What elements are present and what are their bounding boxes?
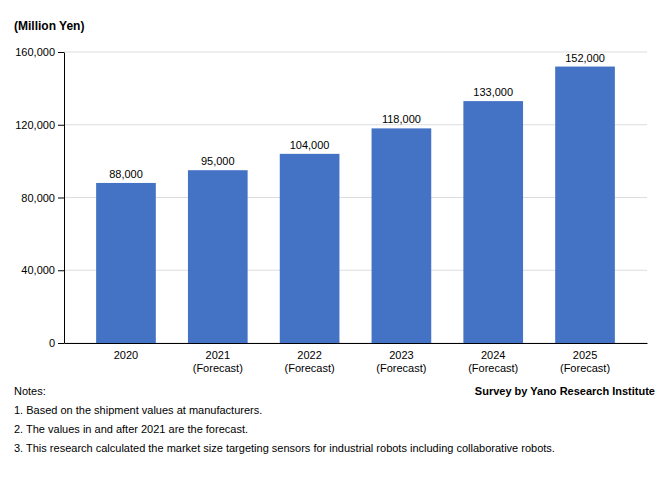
y-tick: 160,000 xyxy=(15,46,64,58)
source: Survey by Yano Research Institute xyxy=(475,385,655,397)
tick-label: 2021(Forecast) xyxy=(193,349,243,374)
tick-label-line: (Forecast) xyxy=(376,362,426,374)
data-label: 104,000 xyxy=(290,139,330,151)
bar xyxy=(555,67,615,343)
tick-mark xyxy=(58,52,64,53)
bar xyxy=(188,170,248,343)
tick-label-line: (Forecast) xyxy=(193,362,243,374)
bar xyxy=(280,154,340,343)
chart-container: 040,00080,000120,000160,00020202021(Fore… xyxy=(0,0,669,493)
axis-line xyxy=(65,343,648,344)
tick-label-line: 2025 xyxy=(573,349,597,361)
data-labels: 88,000 95,000 104,000 118,000 133,000 152,000 xyxy=(109,52,605,180)
x-axis: 20202021(Forecast)2022(Forecast)2023(For… xyxy=(65,344,648,375)
grid-line xyxy=(64,52,647,53)
x-tick: 2024(Forecast) xyxy=(468,349,518,374)
tick-label: 80,000 xyxy=(21,192,55,204)
tick-label-line: 2024 xyxy=(481,349,505,361)
y-tick: 0 xyxy=(49,337,64,349)
tick-label-line: (Forecast) xyxy=(468,362,518,374)
x-tick: 2021(Forecast) xyxy=(193,349,243,374)
notes: Notes: 1. Based on the shipment values at… xyxy=(14,385,555,454)
data-label: 133,000 xyxy=(473,86,513,98)
grid xyxy=(64,52,647,343)
tick-label-line: 2020 xyxy=(114,349,138,361)
chart: 040,00080,000120,000160,00020202021(Fore… xyxy=(0,0,669,493)
tick-label-line: 2021 xyxy=(206,349,230,361)
tick-label: 2022(Forecast) xyxy=(285,349,335,374)
x-tick: 2023(Forecast) xyxy=(376,349,426,374)
y-axis: 0 40,000 80,000 120,000 160,000 xyxy=(15,46,64,349)
plot: 040,00080,000120,000160,00020202021(Fore… xyxy=(15,46,647,374)
x-tick: 2025(Forecast) xyxy=(560,349,610,374)
y-tick: 80,000 xyxy=(21,192,64,204)
tick-label: 2024(Forecast) xyxy=(468,349,518,374)
tick-mark xyxy=(58,198,64,199)
data-label: 88,000 xyxy=(109,168,143,180)
tick-label: 160,000 xyxy=(15,46,55,58)
x-tick: 2022(Forecast) xyxy=(285,349,335,374)
note: Notes: xyxy=(14,385,46,397)
tick-label: 2020 xyxy=(114,349,138,361)
y-tick: 40,000 xyxy=(21,264,64,276)
tick-label: 40,000 xyxy=(21,264,55,276)
tick-label: 2023(Forecast) xyxy=(376,349,426,374)
tick-label-line: 2022 xyxy=(297,349,321,361)
tick-label-line: 2023 xyxy=(389,349,413,361)
tick-label-line: (Forecast) xyxy=(285,362,335,374)
bar xyxy=(372,128,432,343)
x-tick: 2020 xyxy=(114,349,138,361)
note: 1. Based on the shipment values at manuf… xyxy=(14,404,262,416)
y-tick: 120,000 xyxy=(15,119,64,131)
tick-mark xyxy=(58,343,64,344)
tick-label: 120,000 xyxy=(15,119,55,131)
note: 3. This research calculated the market s… xyxy=(14,442,555,454)
y-axis-label: (Million Yen) xyxy=(14,19,84,33)
data-label: 152,000 xyxy=(565,52,605,64)
bars xyxy=(96,67,615,343)
bar xyxy=(463,101,523,343)
tick-mark xyxy=(58,125,64,126)
tick-label-line: (Forecast) xyxy=(560,362,610,374)
bar xyxy=(96,183,156,343)
data-label: 95,000 xyxy=(201,155,235,167)
tick-mark xyxy=(58,270,64,271)
note: 2. The values in and after 2021 are the … xyxy=(14,423,248,435)
tick-label: 0 xyxy=(49,337,55,349)
tick-label: 2025(Forecast) xyxy=(560,349,610,374)
data-label: 118,000 xyxy=(382,113,421,125)
axis-line xyxy=(64,53,65,344)
